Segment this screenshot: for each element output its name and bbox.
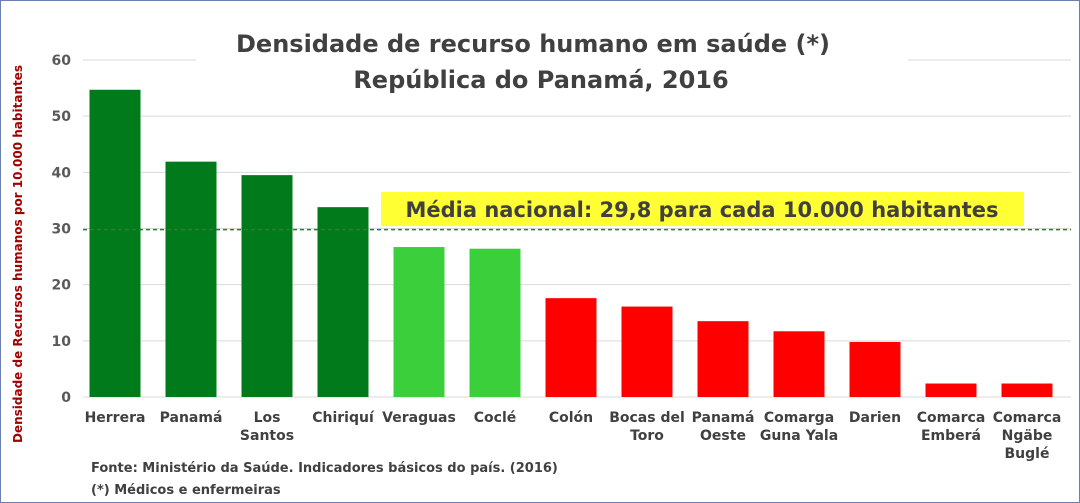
reference-line-group: Média nacional: 29,8 para cada 10.000 ha…: [83, 192, 1071, 231]
x-category-label: Santos: [240, 428, 294, 444]
chart-title-line-2: República do Panamá, 2016: [353, 66, 728, 94]
x-category-label: Coclé: [474, 410, 517, 426]
y-tick-label: 30: [52, 222, 72, 238]
y-axis-label: Densidade de Recursos humanos por 10.000…: [11, 65, 25, 443]
x-category-label: Los: [254, 410, 281, 426]
bar: [621, 306, 673, 397]
bar: [393, 247, 445, 397]
y-tick-label: 60: [52, 53, 72, 69]
bar: [773, 331, 825, 397]
bar: [545, 298, 597, 397]
x-category-label: Oeste: [700, 428, 746, 444]
reference-line-label: Média nacional: 29,8 para cada 10.000 ha…: [405, 198, 998, 222]
x-category-label: Panamá: [692, 410, 755, 426]
x-category-label: Emberá: [921, 428, 981, 444]
y-tick-label: 40: [52, 165, 72, 181]
y-tick-labels: 0 10 20 30 40 50 60: [52, 53, 72, 406]
bar: [165, 161, 217, 397]
x-category-label: Comarca: [917, 410, 986, 426]
bar: [697, 321, 749, 397]
y-tick-label: 0: [61, 390, 71, 406]
x-category-label: Chiriquí: [312, 410, 375, 426]
source-note: Fonte: Ministério da Saúde. Indicadores …: [91, 461, 558, 476]
bar: [317, 207, 369, 397]
bar: [849, 341, 901, 397]
title-background: [196, 23, 908, 99]
x-category-label: Comarga: [764, 410, 834, 426]
bar: [241, 175, 293, 397]
bar: [469, 248, 521, 397]
x-category-label: Panamá: [160, 410, 223, 426]
x-category-label: Bocas del: [609, 410, 685, 426]
x-category-label: Buglé: [1005, 446, 1050, 462]
x-category-label: Colón: [549, 410, 593, 426]
bars: [89, 89, 1053, 397]
y-tick-label: 10: [52, 334, 72, 350]
x-category-label: Comarca: [993, 410, 1062, 426]
chart-title-line-1: Densidade de recurso humano em saúde (*): [236, 30, 830, 58]
x-category-label: Toro: [630, 428, 664, 444]
x-category-label: Guna Yala: [760, 428, 838, 444]
y-tick-label: 20: [52, 278, 72, 294]
x-category-label: Herrera: [85, 410, 146, 426]
bar: [1001, 383, 1053, 397]
x-category-label: Veraguas: [382, 410, 456, 426]
footnote: (*) Médicos e enfermeiras: [91, 483, 281, 498]
reference-label-background: [381, 192, 1024, 226]
bar: [925, 383, 977, 397]
x-category-labels: Herrera Panamá Los Santos Chiriquí Veraguas Co…: [85, 410, 1062, 462]
y-tick-label: 50: [52, 109, 72, 125]
bar: [89, 89, 141, 397]
x-category-label: Darien: [849, 410, 901, 426]
x-category-label: Ngäbe: [1002, 428, 1053, 444]
